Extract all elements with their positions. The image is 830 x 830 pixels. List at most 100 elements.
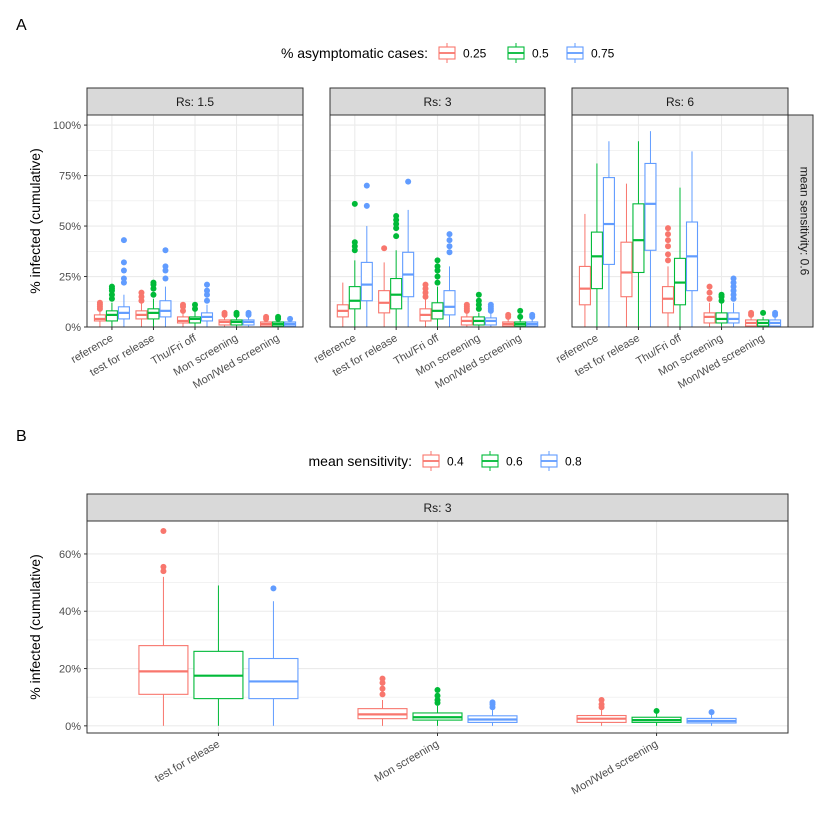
category-group (576, 697, 737, 726)
outlier-point (665, 237, 671, 244)
box-series-2 (348, 200, 361, 327)
y-tick-label: 100% (53, 120, 81, 132)
box-series-3 (443, 231, 456, 327)
box-series-1 (576, 697, 627, 726)
outlier-point (379, 679, 386, 686)
facet-strip (86, 493, 789, 522)
y-tick-label: 20% (59, 664, 81, 676)
box-series-1 (135, 289, 148, 327)
outlier-point (379, 685, 386, 692)
outlier-point (270, 585, 277, 592)
outlier-point (162, 247, 169, 254)
box-series-3 (484, 301, 497, 327)
y-tick-label: 50% (59, 221, 81, 233)
box-series-1 (578, 213, 591, 327)
outlier-point (760, 309, 767, 316)
y-tick-label: 40% (59, 606, 81, 618)
outlier-point (405, 178, 412, 185)
legend-key-1: 0.25 (438, 43, 487, 63)
outlier-point (446, 249, 453, 256)
outlier-point (434, 692, 441, 699)
outlier-point (204, 287, 210, 294)
panel-a-label: A (16, 17, 27, 34)
outlier-point (275, 313, 282, 320)
panel-b-label: B (16, 428, 27, 445)
box-series-3 (686, 709, 737, 726)
outlier-point (475, 297, 482, 304)
box-series-2 (390, 212, 403, 327)
facet-strip (571, 87, 789, 116)
category-group (460, 291, 497, 327)
category-group (419, 231, 456, 327)
outlier-point (718, 291, 725, 298)
outlier-point (730, 275, 737, 282)
box-series-2 (472, 291, 485, 327)
chart-panel-a: % asymptomatic cases: 0.25 0.5 0.75 % infect… (27, 43, 814, 391)
outlier-point (706, 283, 713, 290)
box-iqr (620, 241, 633, 298)
outlier-point (529, 311, 536, 318)
category-group (620, 131, 657, 327)
box-series-2 (412, 687, 463, 726)
box-series-2 (514, 307, 527, 327)
box-series-3 (526, 311, 539, 327)
outlier-point (475, 291, 482, 298)
box-series-1 (745, 309, 758, 327)
box-series-2 (431, 257, 444, 327)
box-series-2 (673, 187, 687, 327)
outlier-point (363, 202, 370, 209)
outlier-point (434, 273, 441, 280)
box-iqr (348, 286, 361, 310)
outlier-point (772, 309, 779, 316)
outlier-point (517, 313, 524, 320)
outlier-point (160, 568, 167, 575)
box-series-2 (230, 309, 243, 327)
category-group (138, 528, 299, 726)
outlier-point (446, 243, 453, 250)
x-tick-label: Mon/Wed screening (570, 738, 661, 797)
outlier-point (393, 212, 400, 219)
outlier-point (192, 301, 198, 308)
box-iqr (590, 231, 603, 290)
legend-title: % asymptomatic cases: (281, 45, 428, 61)
x-tick-label: Mon screening (373, 738, 441, 784)
outlier-point (706, 289, 713, 296)
y-tick-label: 25% (59, 272, 81, 284)
box-series-2 (193, 585, 244, 726)
outlier-point (233, 309, 240, 316)
box-series-1 (620, 183, 633, 327)
box-series-2 (715, 291, 728, 327)
legend-label: 0.4 (447, 455, 464, 469)
outlier-point (489, 699, 496, 706)
box-series-2 (632, 141, 645, 327)
box-series-3 (727, 275, 740, 327)
box-iqr (138, 645, 189, 695)
outlier-point (351, 200, 358, 207)
outlier-point (120, 267, 127, 274)
box-series-2 (105, 283, 118, 327)
category-group (135, 247, 172, 327)
category-group (661, 151, 699, 327)
category-group (378, 178, 415, 327)
legend-label: 0.6 (506, 455, 523, 469)
box-series-3 (159, 247, 172, 327)
legend: % asymptomatic cases: 0.25 0.5 0.75 (281, 43, 615, 63)
outlier-point (434, 279, 441, 286)
box-series-3 (242, 309, 255, 327)
outlier-point (381, 245, 388, 252)
outlier-point (108, 283, 115, 290)
outlier-point (598, 697, 605, 704)
facet-title: Rs: 3 (423, 95, 451, 109)
outlier-point (665, 231, 671, 238)
category-group (260, 313, 297, 327)
outlier-point (393, 233, 400, 240)
charts: % asymptomatic cases: 0.25 0.5 0.75 % infect… (27, 43, 814, 797)
box-series-1 (138, 528, 189, 726)
outlier-point (351, 239, 358, 246)
outlier-point (160, 528, 167, 535)
y-axis-title: % infected (cumulative) (27, 554, 43, 700)
outlier-point (434, 697, 441, 704)
box-series-3 (602, 141, 615, 327)
